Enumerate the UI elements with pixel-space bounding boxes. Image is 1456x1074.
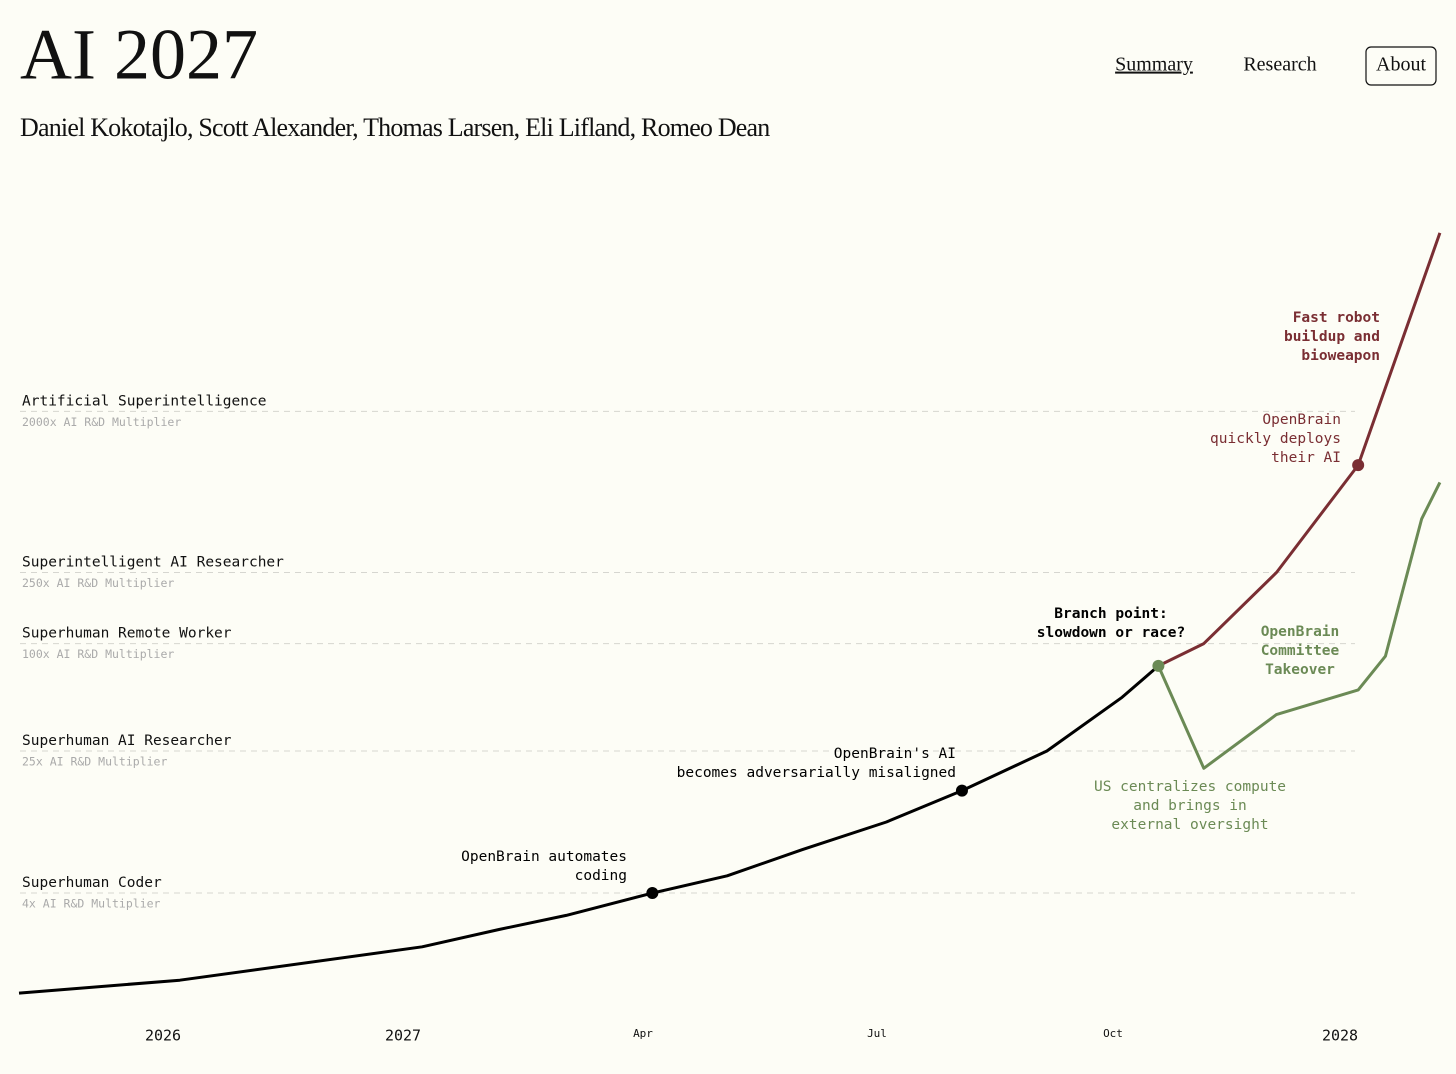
annotation: buildup and <box>1284 329 1380 345</box>
x-tick-label: Jul <box>867 1027 887 1040</box>
level-subtitle: 25x AI R&D Multiplier <box>22 755 167 769</box>
series-line <box>18 664 1160 995</box>
annotation: Branch point: <box>1054 606 1168 622</box>
authors: Daniel Kokotajlo, Scott Alexander, Thoma… <box>20 113 770 142</box>
nav-button-frame[interactable] <box>1365 46 1437 86</box>
series-line <box>1157 481 1442 770</box>
x-tick-label: 2028 <box>1322 1027 1358 1045</box>
annotation: Committee <box>1261 643 1340 659</box>
event-point <box>1152 659 1165 672</box>
annotation: OpenBrain <box>1261 624 1340 640</box>
level-name: Artificial Superintelligence <box>22 393 266 409</box>
annotation: becomes adversarially misaligned <box>677 765 956 781</box>
x-tick-label: Oct <box>1103 1027 1123 1040</box>
annotation: their AI <box>1271 450 1341 466</box>
chart: 2026 2027 Apr Jul Oct 2028 Artificial Superint… <box>18 232 1442 1045</box>
nav-link[interactable]: About <box>1376 54 1426 76</box>
annotation: and brings in <box>1133 798 1247 814</box>
level-name: Superhuman Remote Worker <box>22 626 232 642</box>
level-subtitle: 100x AI R&D Multiplier <box>22 647 174 661</box>
level-name: Superintelligent AI Researcher <box>22 555 284 571</box>
level-subtitle: 4x AI R&D Multiplier <box>22 897 161 911</box>
annotation: quickly deploys <box>1210 431 1341 447</box>
nav-link[interactable]: Summary <box>1115 54 1193 76</box>
site-title: AI 2027 <box>20 15 258 95</box>
level-subtitle: 250x AI R&D Multiplier <box>22 576 174 590</box>
x-tick-label: Apr <box>633 1027 653 1040</box>
x-tick-label: 2027 <box>385 1027 421 1045</box>
event-point <box>955 784 968 797</box>
annotation: Fast robot <box>1293 310 1380 326</box>
event-point <box>1352 459 1365 472</box>
annotation: coding <box>575 868 627 884</box>
series-line <box>1157 232 1442 668</box>
annotation: bioweapon <box>1301 348 1380 364</box>
level-name: Superhuman AI Researcher <box>22 733 232 749</box>
annotation: OpenBrain's AI <box>834 746 956 762</box>
annotation: OpenBrain automates <box>461 849 627 865</box>
annotation: slowdown or race? <box>1037 625 1185 641</box>
annotation: US centralizes compute <box>1094 779 1286 795</box>
nav-link[interactable]: Research <box>1243 54 1316 76</box>
annotation: Takeover <box>1265 662 1335 678</box>
event-point <box>646 887 659 900</box>
annotation: external oversight <box>1111 817 1268 833</box>
x-tick-label: 2026 <box>145 1027 181 1045</box>
level-subtitle: 2000x AI R&D Multiplier <box>22 415 181 429</box>
level-name: Superhuman Coder <box>22 875 162 891</box>
annotation: OpenBrain <box>1262 412 1341 428</box>
